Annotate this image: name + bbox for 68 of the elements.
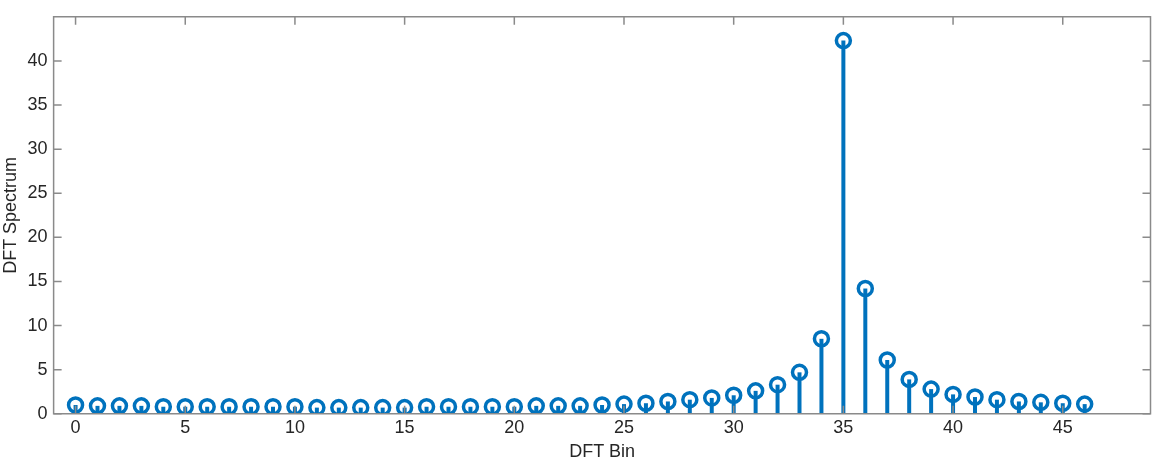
point [264, 397, 282, 414]
point [373, 398, 392, 414]
x-tick-label: 45 [1052, 416, 1073, 437]
point [395, 398, 414, 414]
y-tick-label: 40 [27, 49, 48, 70]
x-axis-title: DFT Bin [569, 441, 635, 462]
point [308, 398, 326, 414]
y-tick-label: 35 [27, 93, 48, 114]
point [132, 397, 151, 414]
point [615, 395, 633, 413]
point [724, 386, 743, 405]
point [856, 279, 875, 298]
x-tick-label: 15 [394, 416, 415, 437]
point [746, 382, 765, 400]
point [505, 397, 524, 414]
y-tick-label: 15 [27, 270, 48, 291]
point [154, 397, 173, 414]
x-tick-label: 10 [284, 416, 305, 437]
y-tick-label: 0 [37, 402, 48, 423]
point [242, 397, 260, 414]
point [220, 397, 238, 414]
point [527, 397, 545, 414]
point [176, 397, 194, 414]
y-tick-label: 5 [37, 358, 48, 379]
point [790, 363, 809, 382]
point [417, 397, 436, 414]
point [66, 396, 85, 414]
point [352, 398, 370, 414]
y-tick-label: 30 [27, 138, 48, 159]
point [461, 397, 480, 414]
point [439, 397, 458, 414]
point [637, 394, 655, 412]
point [659, 392, 677, 411]
point [110, 397, 129, 414]
point [286, 397, 304, 414]
point [198, 397, 216, 414]
point [834, 31, 853, 50]
x-tick-label: 5 [180, 416, 191, 437]
point [922, 380, 940, 398]
point [1010, 392, 1028, 411]
point [768, 375, 787, 394]
y-axis-title: DFT Spectrum [0, 156, 20, 274]
point [966, 388, 984, 406]
x-tick-label: 25 [613, 416, 635, 437]
point [88, 397, 107, 414]
x-tick-label: 35 [833, 416, 854, 437]
point [812, 330, 831, 348]
y-tick-label: 25 [27, 182, 48, 203]
point [571, 397, 589, 414]
x-tick-label: 20 [504, 416, 525, 437]
x-tick-label: 0 [70, 416, 81, 437]
point [549, 397, 567, 414]
x-tick-label: 30 [723, 416, 744, 437]
point [988, 390, 1006, 409]
point [703, 389, 721, 407]
point [944, 385, 962, 404]
point [1032, 393, 1050, 412]
point [593, 396, 611, 414]
point [330, 398, 348, 414]
point [483, 397, 502, 414]
point [1075, 395, 1094, 413]
point [900, 370, 918, 389]
y-tick-label: 10 [27, 314, 48, 335]
point [1054, 394, 1072, 412]
point [681, 390, 699, 409]
y-tick-label: 20 [27, 226, 48, 247]
x-tick-label: 40 [943, 416, 964, 437]
point [878, 351, 896, 369]
